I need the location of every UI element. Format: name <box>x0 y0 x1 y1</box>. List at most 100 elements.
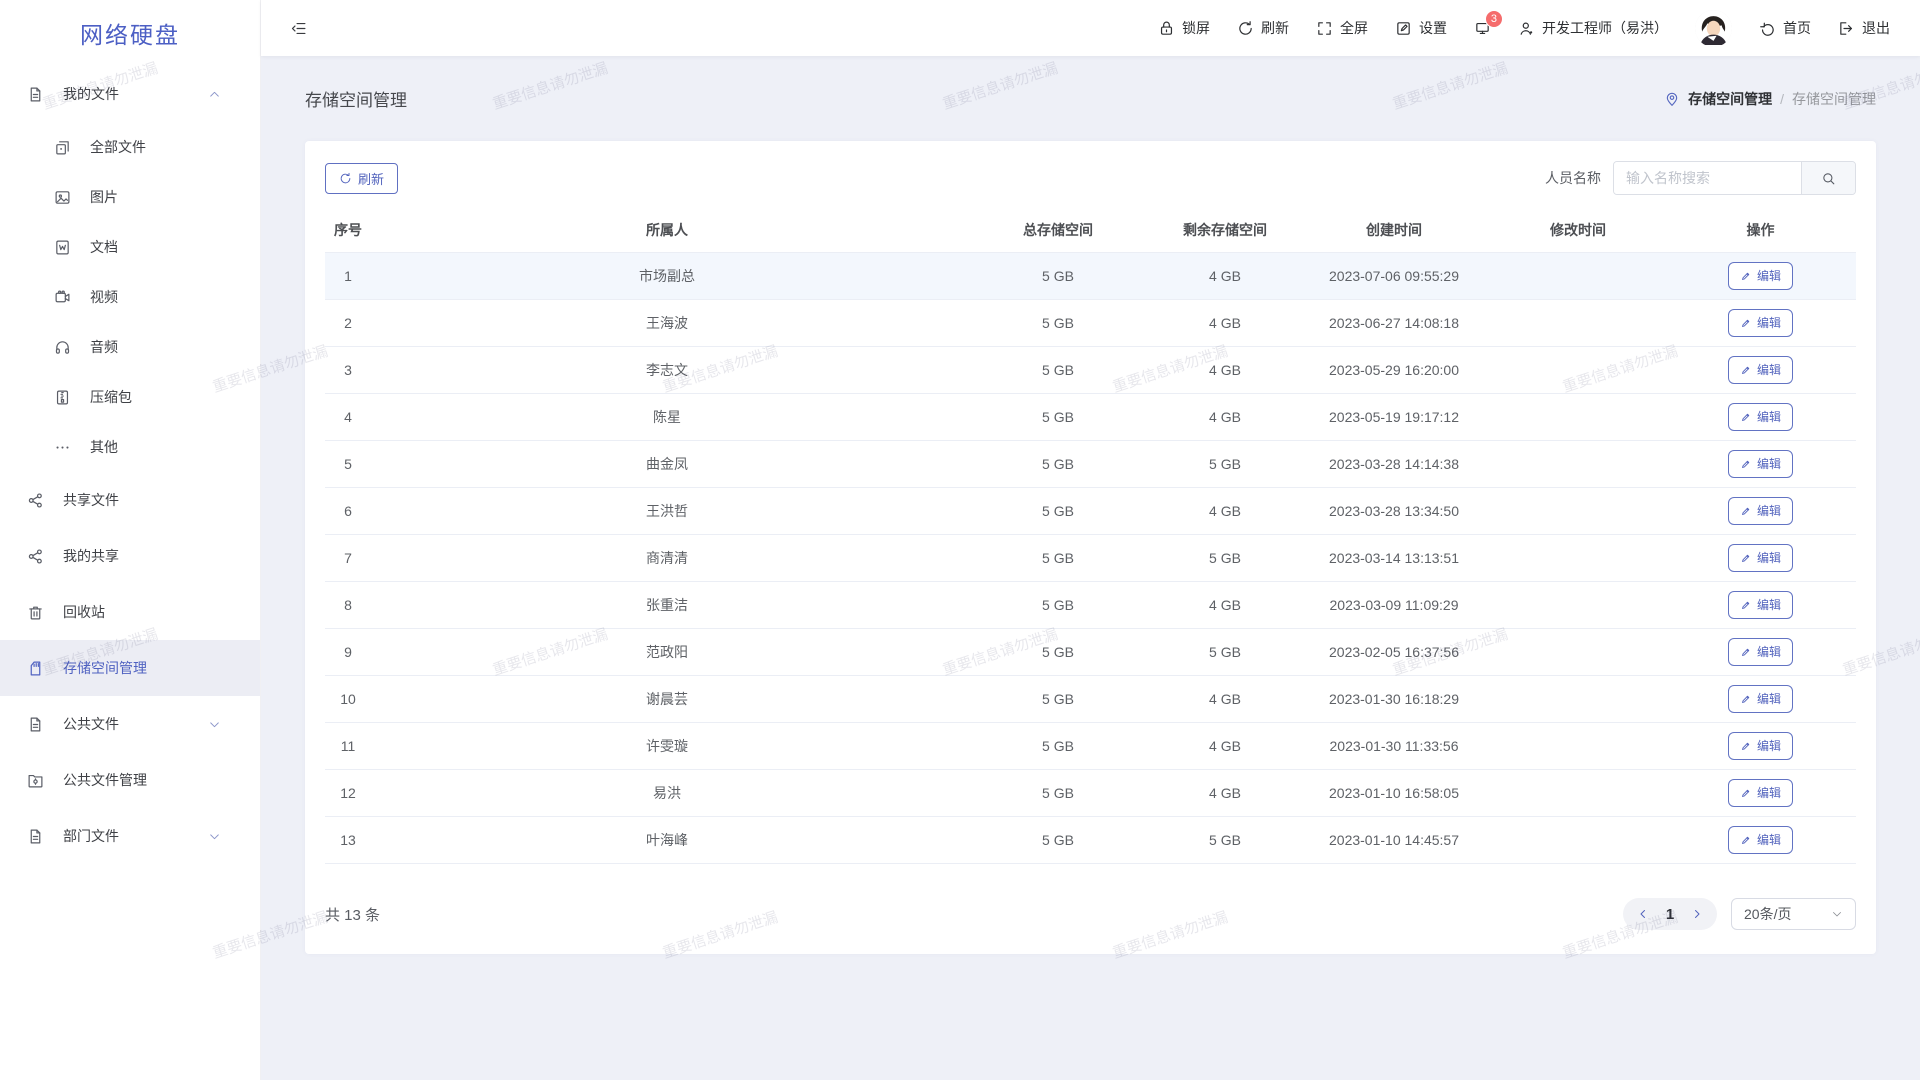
sidebar-item-label: 音频 <box>90 339 118 355</box>
monitor-icon <box>1474 20 1491 37</box>
edit-button[interactable]: 编辑 <box>1727 355 1793 384</box>
cell-index: 10 <box>325 675 371 723</box>
cell-owner: 易洪 <box>371 769 963 817</box>
document-icon <box>27 828 44 845</box>
notifications-button[interactable]: 3 <box>1474 9 1503 37</box>
user-role-menu[interactable]: 开发工程师（易洪） <box>1518 18 1668 38</box>
cell-owner: 谢晨芸 <box>371 675 963 723</box>
pencil-icon <box>1742 460 1750 468</box>
edit-button[interactable]: 编辑 <box>1727 637 1793 666</box>
edit-button[interactable]: 编辑 <box>1727 308 1793 337</box>
cell-total: 5 GB <box>963 675 1153 723</box>
cell-modified <box>1491 722 1665 770</box>
search-input[interactable] <box>1614 162 1801 194</box>
settings-label: 设置 <box>1419 20 1447 36</box>
image-icon <box>54 189 71 206</box>
pencil-icon <box>1742 601 1750 609</box>
sidebar-nav: 我的文件 全部文件 图片 文档 视频 音频 <box>0 66 260 864</box>
cell-created: 2023-01-10 16:58:05 <box>1297 769 1491 817</box>
logout-button[interactable]: 退出 <box>1838 18 1890 38</box>
edit-button[interactable]: 编辑 <box>1727 261 1793 290</box>
cell-modified <box>1491 393 1665 441</box>
cell-modified <box>1491 675 1665 723</box>
cell-created: 2023-01-10 14:45:57 <box>1297 816 1491 864</box>
cell-index: 9 <box>325 628 371 676</box>
sidebar-item-storage-management[interactable]: 存储空间管理 <box>0 640 260 696</box>
cell-remaining: 4 GB <box>1153 487 1297 535</box>
edit-button[interactable]: 编辑 <box>1727 590 1793 619</box>
settings-button[interactable]: 设置 <box>1395 18 1447 38</box>
fullscreen-button[interactable]: 全屏 <box>1316 18 1368 38</box>
sidebar-item-audio[interactable]: 音频 <box>0 322 260 372</box>
cell-modified <box>1491 299 1665 347</box>
user-avatar[interactable] <box>1695 9 1732 47</box>
cell-total: 5 GB <box>963 393 1153 441</box>
cell-total: 5 GB <box>963 299 1153 347</box>
sidebar-item-videos[interactable]: 视频 <box>0 272 260 322</box>
search-area: 人员名称 <box>1545 161 1856 195</box>
sidebar-item-public-files[interactable]: 公共文件 <box>0 696 260 752</box>
page-size-select[interactable]: 20条/页 <box>1731 898 1856 930</box>
share-icon <box>27 548 44 565</box>
sidebar-item-public-files-management[interactable]: 公共文件管理 <box>0 752 260 808</box>
edit-button[interactable]: 编辑 <box>1727 402 1793 431</box>
sidebar-item-shared-files[interactable]: 共享文件 <box>0 472 260 528</box>
sidebar-item-other[interactable]: 其他 <box>0 422 260 472</box>
edit-button[interactable]: 编辑 <box>1727 543 1793 572</box>
lock-icon <box>1158 20 1175 37</box>
table-refresh-button[interactable]: 刷新 <box>325 162 399 194</box>
back-arrow-icon <box>1759 20 1776 37</box>
cell-remaining: 4 GB <box>1153 346 1297 394</box>
edit-button[interactable]: 编辑 <box>1727 684 1793 713</box>
sidebar-item-my-shares[interactable]: 我的共享 <box>0 528 260 584</box>
sidebar-item-recycle-bin[interactable]: 回收站 <box>0 584 260 640</box>
cell-total: 5 GB <box>963 722 1153 770</box>
edit-button[interactable]: 编辑 <box>1727 825 1793 854</box>
search-button[interactable] <box>1801 162 1855 194</box>
sidebar-fold-icon[interactable] <box>290 20 307 37</box>
sidebar-item-label: 全部文件 <box>90 139 146 155</box>
sidebar-item-archives[interactable]: 压缩包 <box>0 372 260 422</box>
pencil-icon <box>1742 507 1750 515</box>
video-camera-icon <box>54 289 71 306</box>
breadcrumb-separator: / <box>1780 90 1784 107</box>
sidebar-item-department-files[interactable]: 部门文件 <box>0 808 260 864</box>
cell-owner: 许雯璇 <box>371 722 963 770</box>
document-icon <box>27 86 44 103</box>
cell-total: 5 GB <box>963 346 1153 394</box>
cell-total: 5 GB <box>963 534 1153 582</box>
next-page-button[interactable] <box>1683 898 1711 930</box>
total-count: 共 13 条 <box>325 906 381 924</box>
cell-owner: 商清清 <box>371 534 963 582</box>
sidebar-item-images[interactable]: 图片 <box>0 172 260 222</box>
location-pin-icon <box>1664 91 1680 107</box>
sidebar-item-label: 我的文件 <box>63 86 119 102</box>
sidebar-item-my-files[interactable]: 我的文件 <box>0 66 260 122</box>
cell-index: 4 <box>325 393 371 441</box>
page-pill: 1 <box>1623 898 1717 930</box>
sidebar-item-all-files[interactable]: 全部文件 <box>0 122 260 172</box>
table-row: 12 易洪 5 GB 4 GB 2023-01-10 16:58:05 编辑 <box>325 769 1856 817</box>
cell-created: 2023-03-14 13:13:51 <box>1297 534 1491 582</box>
cell-remaining: 5 GB <box>1153 628 1297 676</box>
refresh-page-button[interactable]: 刷新 <box>1237 18 1289 38</box>
cell-remaining: 4 GB <box>1153 581 1297 629</box>
edit-button[interactable]: 编辑 <box>1727 778 1793 807</box>
table-row: 2 王海波 5 GB 4 GB 2023-06-27 14:08:18 编辑 <box>325 299 1856 347</box>
page-head: 存储空间管理 存储空间管理 / 存储空间管理 <box>305 56 1876 141</box>
table-row: 3 李志文 5 GB 4 GB 2023-05-29 16:20:00 编辑 <box>325 346 1856 394</box>
prev-page-button[interactable] <box>1629 898 1657 930</box>
edit-button[interactable]: 编辑 <box>1727 731 1793 760</box>
sidebar-item-docs[interactable]: 文档 <box>0 222 260 272</box>
breadcrumb-root[interactable]: 存储空间管理 <box>1688 90 1773 107</box>
person-icon <box>1518 20 1535 37</box>
home-button[interactable]: 首页 <box>1759 18 1811 38</box>
cell-action: 编辑 <box>1665 346 1856 394</box>
edit-button[interactable]: 编辑 <box>1727 449 1793 478</box>
edit-button[interactable]: 编辑 <box>1727 496 1793 525</box>
document-icon <box>27 716 44 733</box>
lock-screen-button[interactable]: 锁屏 <box>1158 18 1210 38</box>
cell-created: 2023-07-06 09:55:29 <box>1297 252 1491 300</box>
storage-card-icon <box>27 660 44 677</box>
table-row: 8 张重洁 5 GB 4 GB 2023-03-09 11:09:29 编辑 <box>325 581 1856 629</box>
